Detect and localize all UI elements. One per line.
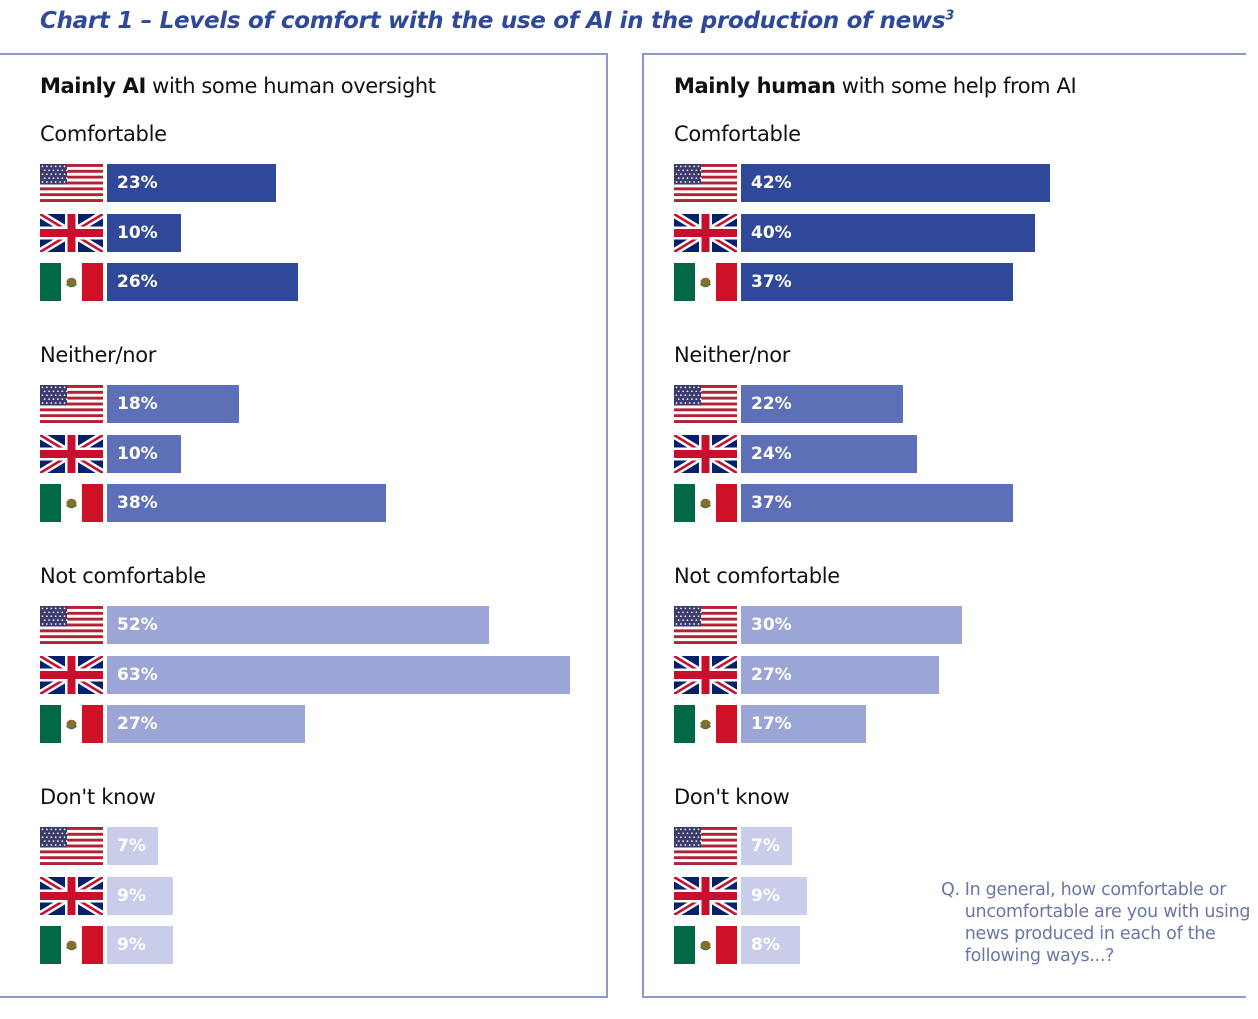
mexico-flag-icon	[674, 263, 737, 301]
bar-comfortable-mexico: 37%	[741, 263, 1013, 301]
bar-neither-nor-uk: 24%	[741, 434, 918, 473]
bar-neither-nor-uk: 10%	[107, 434, 181, 473]
bar-dont-know-mexico: 8%	[741, 926, 800, 964]
group-label-neither-nor: Neither/nor	[40, 343, 157, 367]
bar-dont-know-us: 7%	[741, 827, 793, 865]
group-label-comfortable: Comfortable	[674, 122, 801, 146]
bar-neither-nor-mexico: 38%	[107, 484, 387, 522]
bar-not-comfortable-us: 52%	[107, 606, 490, 644]
mexico-flag-icon	[40, 484, 103, 522]
group-label-not-comfortable: Not comfortable	[40, 564, 206, 588]
uk-flag-icon	[672, 652, 739, 697]
left-panel-right-border	[606, 53, 608, 998]
bar-value-label: 9%	[751, 885, 780, 906]
bar-neither-nor-us: 18%	[107, 385, 240, 423]
bar-not-comfortable-mexico: 27%	[107, 705, 306, 743]
bar-value-label: 7%	[751, 836, 780, 856]
bar-not-comfortable-us: 30%	[741, 606, 962, 644]
bar-comfortable-mexico: 26%	[107, 263, 299, 301]
bar-value-label: 8%	[751, 935, 780, 955]
mexico-flag-icon	[40, 926, 103, 964]
bar-value-label: 37%	[751, 493, 792, 513]
uk-flag-icon	[38, 431, 105, 476]
bar-value-label: 27%	[117, 714, 158, 734]
bar-value-label: 7%	[117, 836, 146, 856]
bar-value-label: 52%	[117, 615, 158, 635]
survey-question: Q. In general, how comfortable or uncomf…	[941, 879, 1253, 967]
bar-value-label: 10%	[117, 222, 158, 243]
right-panel-top-border	[642, 53, 1246, 55]
bar-neither-nor-mexico: 37%	[741, 484, 1013, 522]
mexico-flag-icon	[40, 263, 103, 301]
us-flag-icon	[674, 827, 737, 866]
bar-value-label: 27%	[751, 664, 792, 685]
uk-flag-icon	[38, 652, 105, 697]
bar-not-comfortable-uk: 27%	[741, 655, 940, 694]
bar-comfortable-us: 42%	[741, 164, 1050, 202]
chart-title: Chart 1 – Levels of comfort with the use…	[40, 8, 954, 34]
title-footnote: 3	[945, 8, 955, 24]
bar-value-label: 24%	[751, 443, 792, 464]
bar-dont-know-uk: 9%	[741, 876, 808, 915]
panel-heading-rest: with some human oversight	[145, 74, 436, 98]
bar-value-label: 10%	[117, 443, 158, 464]
us-flag-icon	[674, 606, 737, 645]
bar-comfortable-us: 23%	[107, 164, 277, 202]
bar-value-label: 9%	[117, 885, 146, 906]
us-flag-icon	[674, 385, 737, 424]
uk-flag-icon	[38, 210, 105, 255]
survey-question-layout: Q. In general, how comfortable or uncomf…	[941, 879, 1253, 967]
bar-value-label: 9%	[117, 935, 146, 955]
group-label-not-comfortable: Not comfortable	[674, 564, 840, 588]
bar-value-label: 18%	[117, 394, 158, 414]
us-flag-icon	[40, 606, 103, 645]
us-flag-icon	[40, 164, 103, 203]
uk-flag-icon	[672, 873, 739, 918]
question-prefix: Q.	[941, 880, 960, 900]
bar-value-label: 63%	[117, 664, 158, 685]
panel-heading-bold: Mainly AI	[40, 74, 146, 98]
right-panel-left-border	[642, 53, 644, 998]
bar-dont-know-us: 7%	[107, 827, 159, 865]
group-label-dont-know: Don't know	[40, 785, 156, 809]
bar-dont-know-uk: 9%	[107, 876, 174, 915]
uk-flag-icon	[38, 873, 105, 918]
uk-flag-icon	[672, 210, 739, 255]
left-panel-bottom-border	[0, 996, 608, 998]
panel-heading-rest: with some help from AI	[835, 74, 1077, 98]
chart-title-text: Chart 1 – Levels of comfort with the use…	[40, 8, 946, 34]
bar-neither-nor-us: 22%	[741, 385, 903, 423]
mexico-flag-icon	[674, 705, 737, 743]
bar-dont-know-mexico: 9%	[107, 926, 174, 964]
mexico-flag-icon	[40, 705, 103, 743]
group-label-neither-nor: Neither/nor	[674, 343, 791, 367]
us-flag-icon	[40, 827, 103, 866]
group-label-dont-know: Don't know	[674, 785, 790, 809]
right-panel-bottom-border	[642, 996, 1246, 998]
bar-comfortable-uk: 10%	[107, 213, 181, 252]
bar-comfortable-uk: 40%	[741, 213, 1035, 252]
bar-value-label: 37%	[751, 272, 792, 292]
mexico-flag-icon	[674, 484, 737, 522]
us-flag-icon	[40, 385, 103, 424]
bar-value-label: 30%	[751, 615, 792, 635]
panel-heading-bold: Mainly human	[674, 74, 836, 98]
uk-flag-icon	[672, 431, 739, 476]
bar-not-comfortable-uk: 63%	[107, 655, 571, 694]
question-text: In general, how comfortable or uncomfort…	[964, 880, 1251, 966]
us-flag-icon	[674, 164, 737, 203]
bar-value-label: 40%	[751, 222, 792, 243]
panel-heading: Mainly AI with some human oversight	[40, 74, 436, 98]
mexico-flag-icon	[674, 926, 737, 964]
bar-value-label: 22%	[751, 394, 792, 414]
bar-value-label: 38%	[117, 493, 158, 513]
bar-not-comfortable-mexico: 17%	[741, 705, 866, 743]
left-panel-top-border	[0, 53, 608, 55]
group-label-comfortable: Comfortable	[40, 122, 167, 146]
bar-value-label: 17%	[751, 714, 792, 734]
bar-value-label: 26%	[117, 272, 158, 292]
panel-heading: Mainly human with some help from AI	[674, 74, 1077, 98]
bar-value-label: 42%	[751, 173, 792, 193]
bar-value-label: 23%	[117, 173, 158, 193]
